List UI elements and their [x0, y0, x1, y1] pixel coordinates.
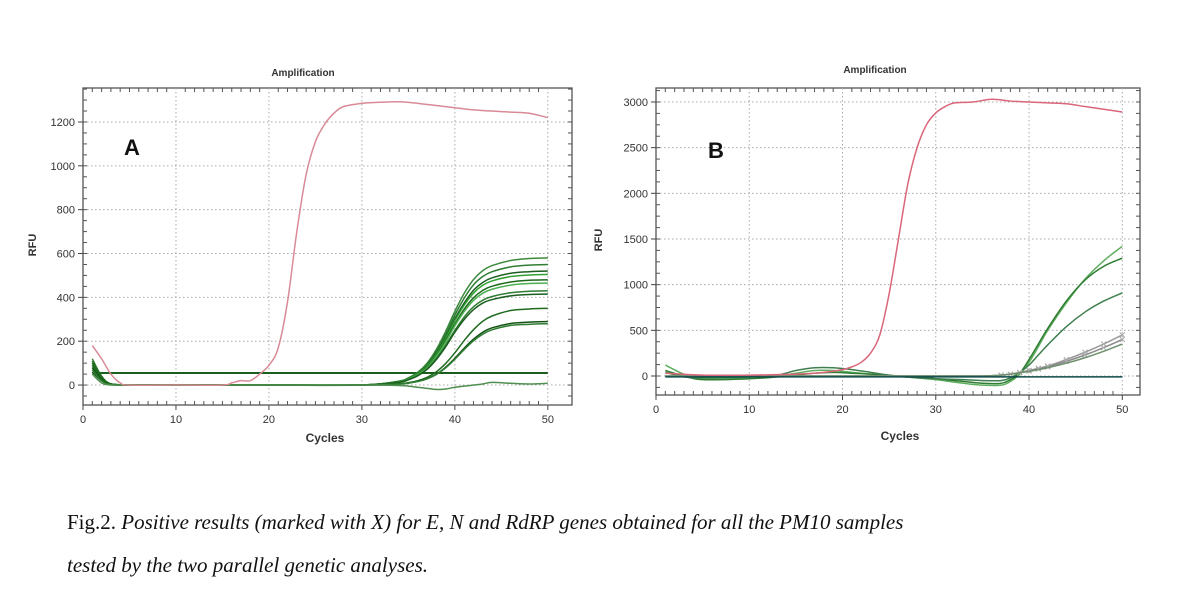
y-tick-label: 1500: [624, 234, 648, 246]
y-tick-label: 1000: [624, 280, 648, 292]
x-tick-label: 20: [263, 414, 275, 426]
x-tick-label: 10: [170, 414, 182, 426]
y-tick-label: 3000: [624, 97, 648, 109]
series-line-positive-control: [91, 101, 549, 386]
y-tick-label: 2500: [624, 143, 648, 155]
chart-title: Amplification: [843, 65, 906, 76]
panel-label: A: [124, 135, 140, 160]
caption-line-2: tested by the two parallel genetic analy…: [67, 553, 428, 578]
y-tick-label: 600: [57, 249, 75, 261]
x-axis-label: Cycles: [306, 431, 345, 445]
x-tick-label: 10: [743, 404, 755, 416]
chart-b: 0 10 20 30 40 50050010001500200025003000Ampli…: [593, 65, 1141, 443]
x-tick-label: 50: [1116, 404, 1128, 416]
x-tick-label: 50: [542, 414, 554, 426]
x-tick-label: 0: [653, 404, 659, 416]
x-marker: [1119, 336, 1126, 343]
chart-a: 0 10 20 30 40 50 0 200 400 600 800 1000 1200 Amplific…: [27, 68, 573, 445]
y-tick-label: 200: [57, 336, 75, 348]
y-tick-label: 1000: [51, 161, 75, 173]
x-marker: [1119, 332, 1126, 338]
chart-title: Amplification: [271, 68, 334, 79]
caption-text-1: Positive results (marked with X) for E, …: [121, 510, 904, 534]
x-marker: [1100, 344, 1107, 351]
y-tick-label: 800: [57, 205, 75, 217]
x-tick-label: 40: [1023, 404, 1035, 416]
x-tick-label: 30: [356, 414, 368, 426]
y-tick-label: 0: [69, 380, 75, 392]
caption-text-2: tested by the two parallel genetic analy…: [67, 553, 428, 577]
y-axis-label: RFU: [593, 229, 605, 252]
y-tick-label: 400: [57, 292, 75, 304]
panel-label: B: [708, 138, 724, 163]
caption-prefix: Fig.2.: [67, 510, 117, 534]
x-tick-label: 40: [449, 414, 461, 426]
series-line-sample-x3: [665, 343, 1123, 377]
plot-frame: [82, 87, 573, 406]
x-tick-label: 0: [80, 414, 86, 426]
plot-area: [91, 101, 549, 391]
y-tick-label: 1200: [51, 117, 75, 129]
y-tick-label: 0: [642, 371, 648, 383]
y-axis-label: RFU: [27, 234, 39, 257]
x-axis-label: Cycles: [881, 429, 920, 443]
caption-line-1: Fig.2. Positive results (marked with X) …: [67, 510, 903, 535]
y-tick-label: 2000: [624, 188, 648, 200]
y-tick-label: 500: [630, 325, 648, 337]
series-line-positive-control: [665, 98, 1123, 377]
x-tick-label: 30: [930, 404, 942, 416]
plot-area: [664, 98, 1126, 387]
x-tick-label: 20: [836, 404, 848, 416]
